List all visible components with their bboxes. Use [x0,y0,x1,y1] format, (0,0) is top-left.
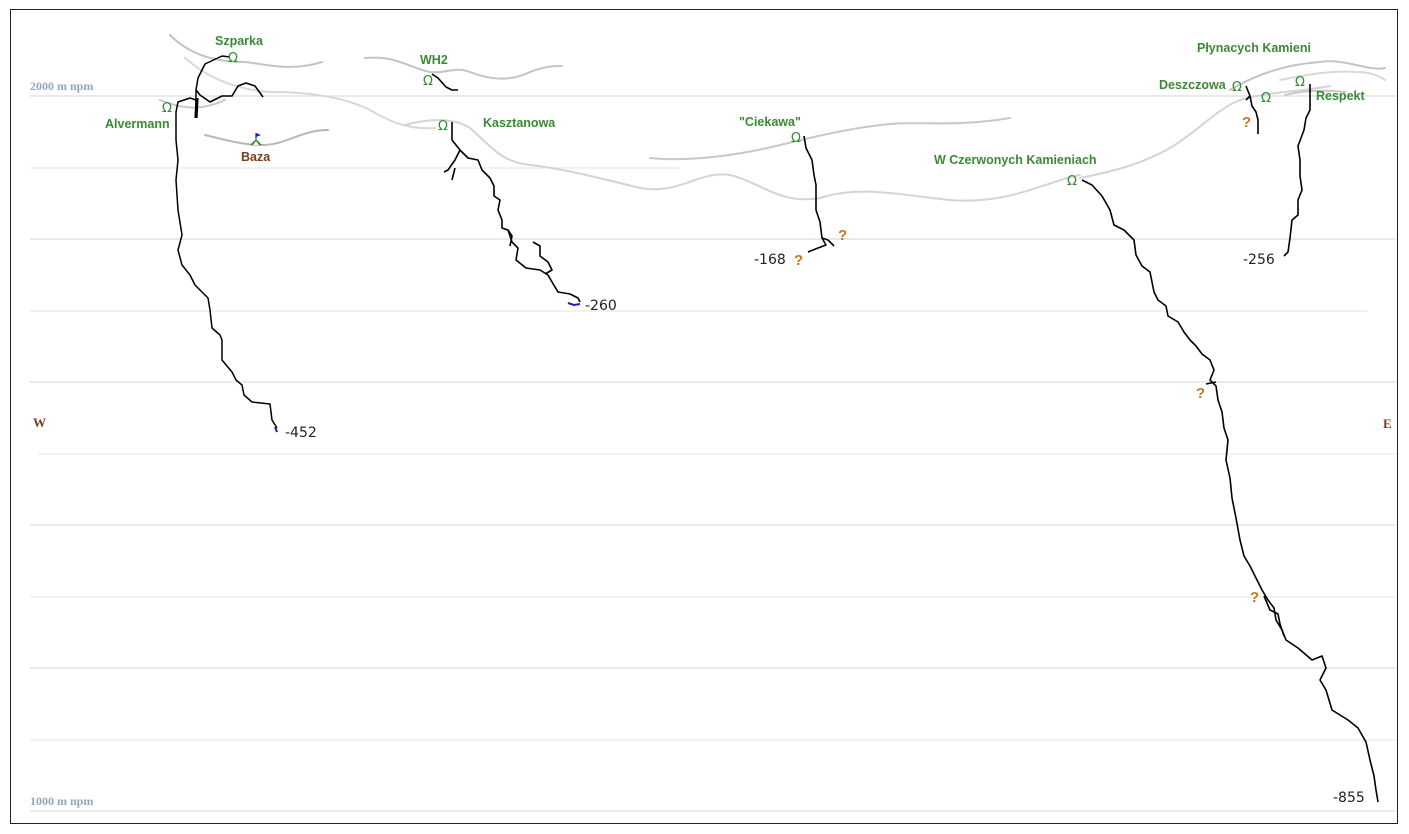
cave-line-w-czerwonych [1081,179,1379,803]
entrance-markers: Ω Ω Ω Ω Ω Ω Ω Ω Ω [162,51,1305,189]
entrance-icon-szparka: Ω [228,51,238,66]
surface-line [169,34,323,68]
cave-line-ciekawa [803,135,827,253]
surface-line [1229,60,1386,91]
cave-name-kasztanowa: Kasztanowa [483,116,556,130]
unexplored-marker: ? [1250,589,1259,606]
cave-line-wh2 [431,73,458,91]
cave-name-ciekawa: "Ciekawa" [739,115,801,129]
surface-line [364,56,563,80]
sump-kasztanowa [567,302,581,307]
surface-profile [159,34,1386,202]
unexplored-marker: ? [1196,385,1205,402]
cave-line-respekt [1283,84,1311,257]
altitude-label-top: 2000 m npm [30,79,93,93]
surface-line [649,117,1011,161]
cave-line-w-czerwonych-branch [1205,381,1285,637]
depth-label-alvermann: -452 [285,425,317,441]
diagram-frame [10,9,1398,824]
surface-line [159,99,226,109]
depth-label-respekt: -256 [1243,252,1275,268]
cave-line-kasztanowa-branch [532,241,553,275]
direction-east: E [1383,416,1392,431]
unexplored-marker: ? [1242,114,1251,131]
unexplored-marker: ? [838,227,847,244]
cave-line-kasztanowa-branch [507,229,513,247]
sumps [274,302,581,433]
cave-line-alvermann [175,55,278,429]
entrance-icon-deszczowa: Ω [1232,80,1242,95]
entrance-icon-kasztanowa: Ω [438,119,448,134]
cave-name-w-czerwonych: W Czerwonych Kamieniach [934,153,1097,167]
cave-name-deszczowa: Deszczowa [1159,78,1227,92]
surface-line [404,119,1081,202]
cave-line-ciekawa-branch [821,237,835,247]
entrance-icon-w-czerwonych: Ω [1067,174,1077,189]
cave-name-plynacych: Płynacych Kamieni [1197,41,1311,55]
cave-name-szparka: Szparka [215,34,264,48]
surface-line [204,129,329,147]
cave-line-deszczowa-branch [1245,95,1251,101]
depth-label-kasztanowa: -260 [585,298,617,314]
unexplored-marker: ? [794,252,803,269]
cave-line-kasztanowa [451,122,581,303]
entrance-icon-alvermann: Ω [162,101,172,116]
surface-line [184,57,436,130]
surface-line [1279,70,1386,81]
base-name: Baza [241,150,271,164]
depth-label-ciekawa: -168 [754,252,786,268]
cave-passages [175,55,1379,803]
surface-line [1284,89,1346,96]
depth-label-w-czerwonych: -855 [1333,790,1365,806]
surface-line [1079,85,1331,179]
cave-line-kasztanowa-branch [443,149,461,181]
cave-name-alvermann: Alvermann [105,117,170,131]
entrance-icon-plynacych: Ω [1295,75,1305,90]
cave-line-szparka-branch [195,82,264,103]
cave-name-respekt: Respekt [1316,89,1365,103]
entrance-icon-respekt: Ω [1261,91,1271,106]
entrance-icon-ciekawa: Ω [791,131,801,146]
cave-line-deszczowa [1245,85,1259,134]
entrance-icon-wh2: Ω [423,74,433,89]
direction-west: W [33,415,46,430]
altitude-label-bottom: 1000 m npm [30,794,93,808]
sump-alvermann [274,426,278,433]
cave-line-shaft [194,97,199,119]
base-camp-icon [250,133,262,145]
altitude-grid [30,95,1396,812]
cave-name-wh2: WH2 [420,53,448,67]
